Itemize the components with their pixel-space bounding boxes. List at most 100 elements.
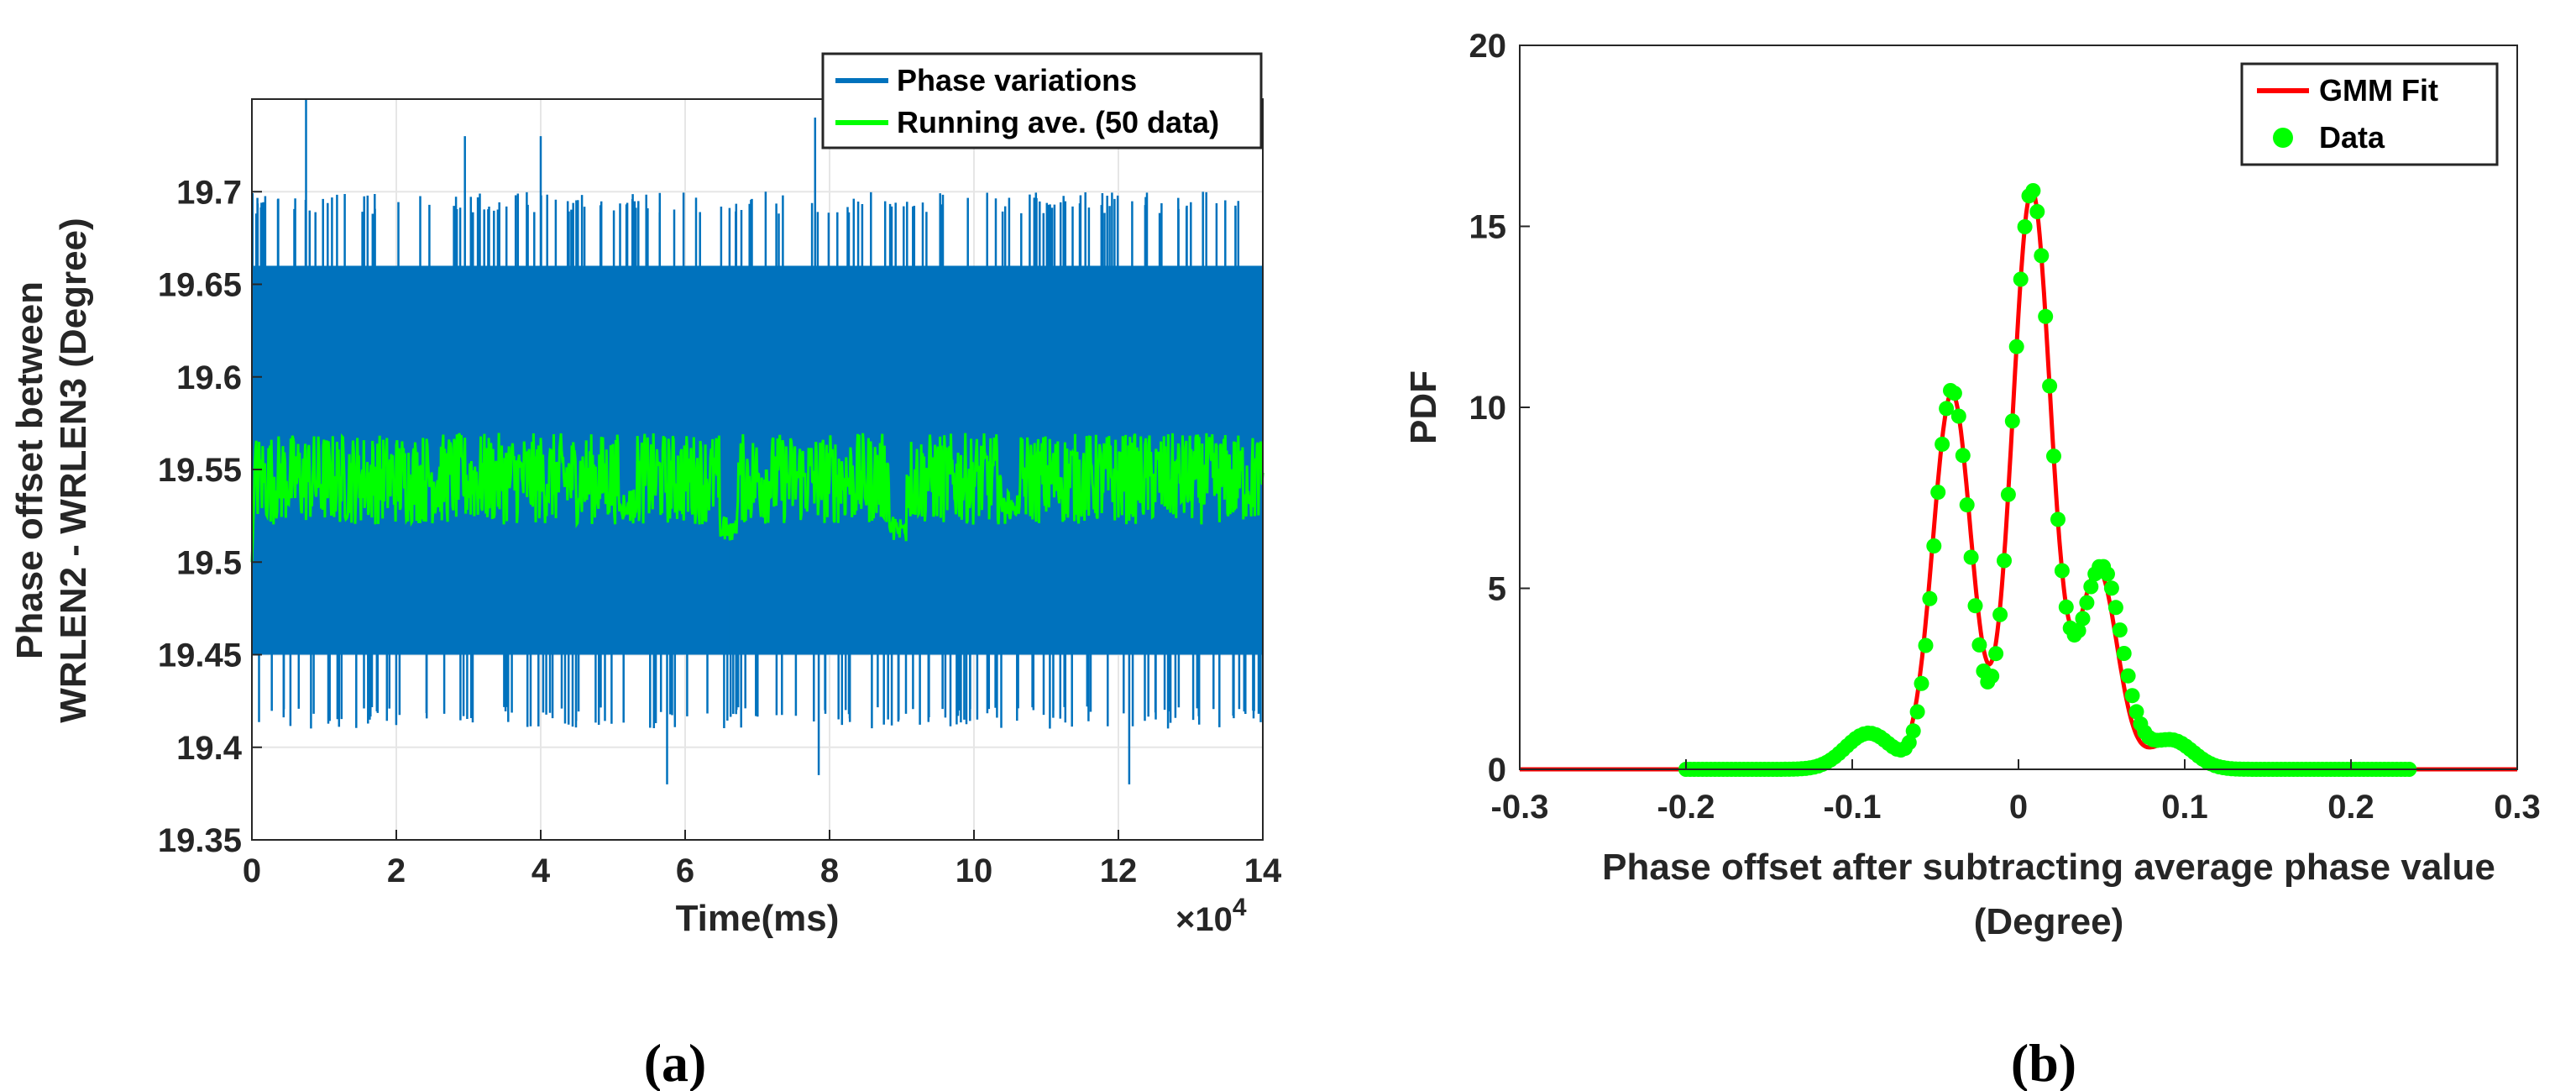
chart-a-ylabel-line1: Phase offset between [9, 281, 50, 659]
chart-b-data-point [2116, 646, 2132, 661]
chart-b-data-point [2050, 511, 2066, 527]
chart-a-ylabel-line2: WRLEN2 - WRLEN3 (Degree) [53, 218, 94, 722]
chart-b-data-point [1967, 598, 1983, 614]
chart-b-data-point [1992, 606, 2008, 622]
chart-b-data-point [1901, 735, 1917, 751]
chart-a-xtick-label: 0 [243, 852, 261, 889]
chart-b-data-point [2013, 271, 2029, 287]
chart-b-data-point [2025, 183, 2041, 198]
chart-b-data-point [2054, 563, 2070, 579]
chart-b-data-point [2058, 599, 2074, 615]
chart-b-xtick-label: -0.3 [1491, 789, 1549, 826]
chart-b-data-point [2100, 566, 2115, 582]
chart-b-data-point [1971, 637, 1987, 653]
chart-b-data-point [1926, 538, 1942, 553]
chart-b-xtick-label: -0.2 [1657, 789, 1715, 826]
chart-b-data-point [1909, 704, 1925, 720]
chart-a-xtick-label: 6 [676, 852, 694, 889]
chart-b-data-point [2046, 448, 2061, 464]
chart-b-xtick-label: -0.1 [1824, 789, 1882, 826]
chart-a-x-exponent: ×104 [1175, 894, 1247, 938]
chart-b-data-point [1959, 497, 1975, 513]
chart-a-ytick-label: 19.55 [158, 452, 242, 489]
chart-a-x-exponent-power: 4 [1233, 894, 1247, 921]
chart-b-data-point [1922, 590, 1938, 606]
chart-b-data-point [2034, 248, 2050, 264]
chart-b-data-point [2120, 668, 2136, 684]
chart-a-ytick-label: 19.45 [158, 637, 242, 674]
chart-b-data-point [2017, 219, 2033, 234]
chart-b-xtick-label: 0.2 [2327, 789, 2374, 826]
chart-a-legend-label-running: Running ave. (50 data) [897, 105, 1219, 139]
chart-a-ytick-label: 19.4 [176, 730, 243, 767]
chart-b-ticks: -0.3 -0.2 -0.1 0 0.1 0.2 0.3 0 5 10 15 20 [1469, 28, 2541, 826]
chart-b-data-point [2107, 600, 2123, 616]
chart-b-xtick-label: 0 [2009, 789, 2028, 826]
chart-b-legend: GMM Fit Data [2240, 62, 2499, 166]
chart-b-data-point [2029, 204, 2045, 219]
chart-b-data-point [2038, 308, 2054, 324]
chart-b-data-point [1905, 723, 1921, 739]
chart-b-legend-label-fit: GMM Fit [2319, 73, 2438, 108]
chart-b-legend-swatch-data [2273, 128, 2293, 148]
chart-b-data-point [2000, 486, 2016, 502]
chart-a-ytick-label: 19.5 [176, 544, 242, 581]
chart-a-series [250, 99, 1264, 784]
chart-b-xtick-label: 0.3 [2494, 789, 2541, 826]
chart-b-ytick-label: 15 [1469, 209, 1507, 246]
chart-b-data-point [1946, 386, 1962, 401]
chart-b-data-point [1918, 637, 1934, 653]
chart-a-x-exponent-base: ×10 [1175, 901, 1233, 938]
chart-b-xtick-label: 0.1 [2161, 789, 2208, 826]
chart-b-ylabel: PDF [1403, 370, 1444, 444]
chart-b-data-point [2124, 688, 2140, 704]
chart-b-ytick-label: 0 [1488, 752, 1506, 789]
chart-b-data-point [1984, 669, 2000, 684]
chart-a-xlabel: Time(ms) [676, 898, 840, 939]
chart-b-xlabel-line2: (Degree) [1974, 901, 2124, 942]
chart-a-legend-label-phase: Phase variations [897, 63, 1137, 97]
chart-a-ytick-label: 19.7 [176, 174, 242, 211]
chart-a-caption: (a) [644, 1033, 707, 1091]
chart-a-xtick-label: 12 [1100, 852, 1138, 889]
chart-b-data-point [2079, 595, 2095, 611]
chart-a-xtick-label: 10 [956, 852, 993, 889]
chart-a-ticks: 0 2 4 6 8 10 12 14 19.35 19.4 19.45 19.5 19.55 19.6 19… [158, 174, 1282, 889]
chart-b-xlabel-line1: Phase offset after subtracting average p… [1602, 847, 2495, 888]
chart-b-data-point [1955, 448, 1971, 464]
chart-b-plot-area [1520, 45, 2517, 769]
chart-a-ytick-label: 19.65 [158, 267, 242, 304]
chart-b-data-point [1988, 646, 2004, 662]
chart-b-ytick-label: 20 [1469, 28, 1507, 65]
chart-a-xtick-label: 8 [820, 852, 839, 889]
chart-a-legend-box [821, 52, 1263, 149]
chart-b-data-point [1914, 675, 1929, 691]
chart-b-data-point [1935, 436, 1950, 452]
chart-a-ytick-label: 19.35 [158, 822, 242, 859]
chart-b-data-point [1997, 553, 2012, 569]
chart-b-data-point [1963, 549, 1979, 565]
chart-a-legend: Phase variations Running ave. (50 data) [821, 52, 1263, 149]
chart-b: -0.3 -0.2 -0.1 0 0.1 0.2 0.3 0 5 10 15 20 Phase off… [1403, 28, 2541, 1091]
chart-a-xtick-label: 2 [387, 852, 406, 889]
chart-b-ytick-label: 10 [1469, 390, 1507, 427]
chart-b-legend-label-data: Data [2319, 120, 2385, 155]
chart-a-ytick-label: 19.6 [176, 359, 242, 396]
chart-b-data-point [2128, 704, 2144, 720]
chart-b-data-point [2008, 338, 2024, 354]
chart-a-xtick-label: 4 [531, 852, 551, 889]
chart-b-data-point [2042, 378, 2058, 394]
chart-a-series-phase-spikes [251, 99, 1262, 784]
chart-a: 0 2 4 6 8 10 12 14 19.35 19.4 19.45 19.5 19.55 19.6 19… [9, 52, 1282, 1091]
chart-b-data-point [2071, 622, 2086, 638]
chart-a-ylabel: Phase offset between WRLEN2 - WRLEN3 (De… [9, 218, 94, 722]
chart-b-caption: (b) [2011, 1033, 2076, 1091]
chart-b-data-point [1939, 401, 1955, 417]
chart-a-xtick-label: 14 [1244, 852, 1282, 889]
chart-b-data-point [2103, 580, 2119, 596]
chart-b-data-point [1930, 485, 1946, 501]
chart-b-data-point [2004, 413, 2020, 429]
chart-b-data-point [2112, 622, 2128, 638]
chart-b-data-point [2083, 579, 2099, 595]
